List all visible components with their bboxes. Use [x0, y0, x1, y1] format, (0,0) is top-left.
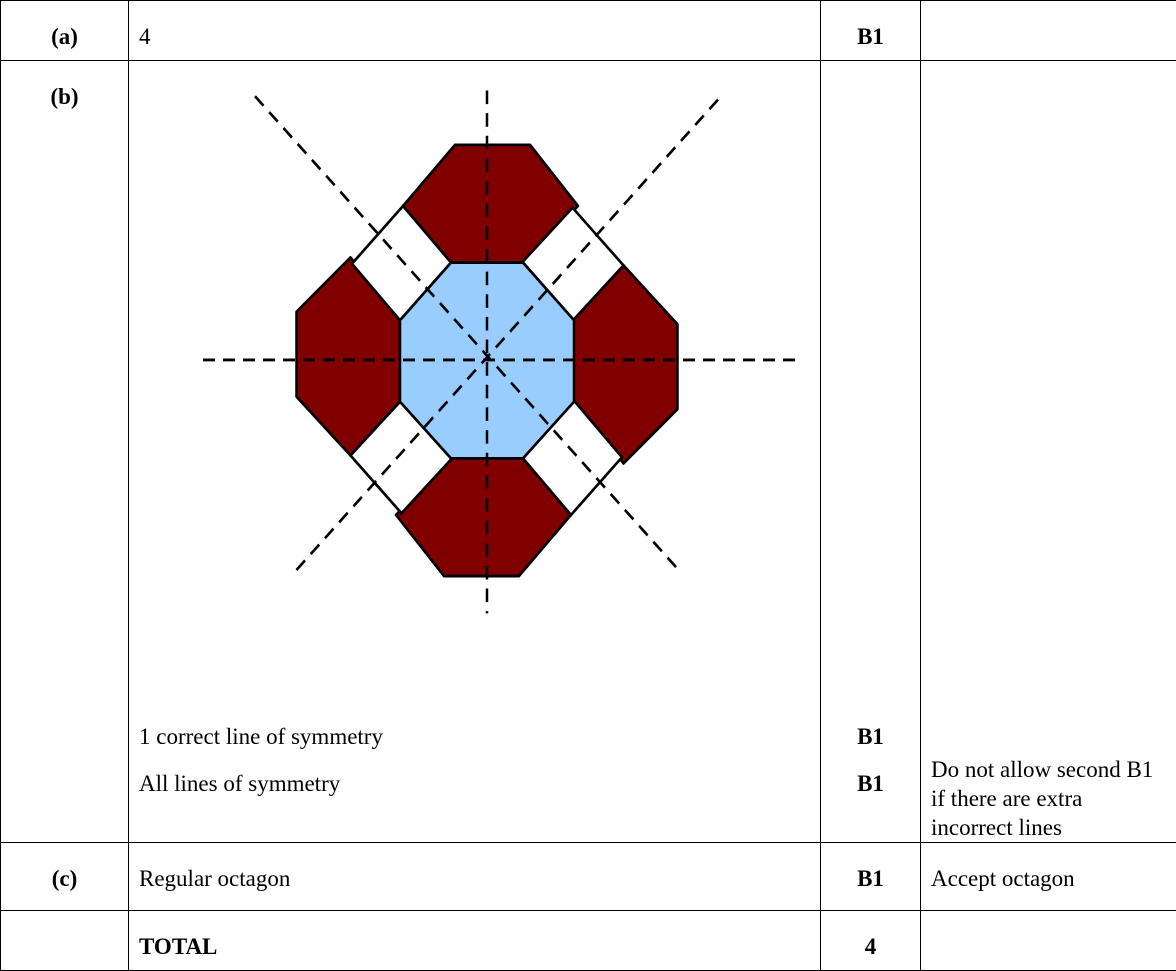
- page: (a) 4 B1 (b) 1 correct line of symmetry …: [0, 0, 1176, 962]
- octagon-figure: [0, 0, 1176, 962]
